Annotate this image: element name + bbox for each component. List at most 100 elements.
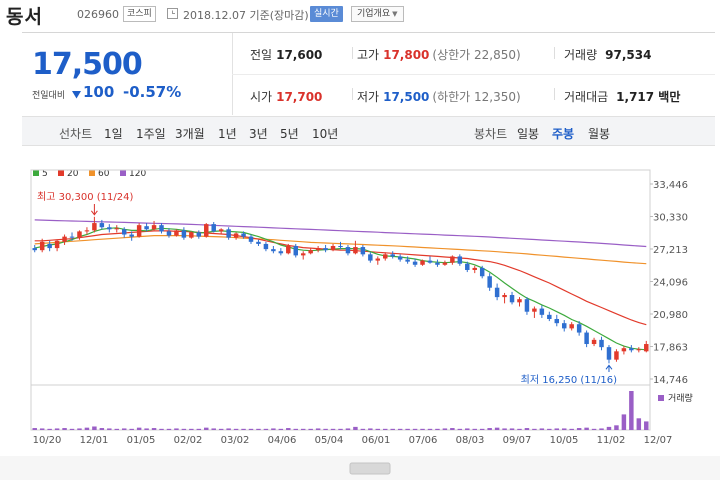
open-price: 시가 17,700 — [250, 88, 322, 105]
volume-bar — [47, 428, 52, 430]
candle-body — [263, 243, 269, 250]
candle-body — [472, 267, 477, 270]
volume: 거래량 97,534 — [564, 46, 651, 63]
plot-frame — [30, 169, 651, 431]
company-overview-label: 기업개요 — [357, 9, 391, 19]
candle-body — [494, 287, 500, 298]
volume-bar — [323, 428, 328, 430]
volume-bar — [554, 428, 560, 430]
volume-bar — [196, 428, 202, 430]
high-value: 17,800 — [383, 48, 430, 62]
period-1d[interactable]: 1일 — [104, 127, 123, 141]
candle-body — [54, 240, 60, 249]
candle-body — [390, 254, 395, 257]
volume-bar — [457, 428, 463, 430]
volume-bar — [39, 428, 45, 430]
volume-bar — [338, 428, 343, 430]
x-tick-label: 05/04 — [315, 435, 344, 446]
candle-monthly[interactable]: 월봉 — [588, 127, 611, 141]
candle-body — [47, 243, 52, 249]
volume-bar — [121, 428, 127, 430]
prev-close: 전일 17,600 — [250, 46, 322, 63]
candle-body — [196, 232, 202, 237]
volume-value: 97,534 — [605, 48, 652, 62]
volume-bar — [368, 428, 373, 430]
period-3m[interactable]: 3개월 — [175, 127, 205, 141]
candle-body — [99, 223, 105, 228]
volume-bar — [62, 428, 67, 430]
candle-body — [465, 263, 470, 270]
candle-body — [435, 262, 440, 265]
volume-bar — [494, 427, 500, 430]
candle-body — [450, 256, 455, 263]
legend-swatch — [89, 170, 95, 176]
candle-body — [427, 260, 433, 263]
volume-bar — [263, 428, 269, 430]
volume-bar — [524, 428, 530, 430]
volume-bar — [286, 428, 291, 430]
period-1y[interactable]: 1년 — [218, 127, 237, 141]
volume-bar — [472, 428, 477, 430]
period-3y[interactable]: 3년 — [249, 127, 268, 141]
period-5y[interactable]: 5년 — [280, 127, 299, 141]
volume-bar — [174, 428, 179, 430]
legend-swatch — [58, 170, 64, 176]
volume-legend-swatch — [658, 395, 664, 401]
candle-body — [368, 254, 373, 261]
low-value: 17,500 — [383, 90, 430, 104]
candle-body — [636, 349, 642, 351]
prev-close-label: 전일 — [250, 48, 273, 62]
period-10y[interactable]: 10년 — [312, 127, 339, 141]
volume-bar — [576, 428, 582, 430]
volume-bar — [420, 428, 425, 430]
candle-body — [487, 276, 492, 288]
x-tick-label: 03/02 — [221, 435, 250, 446]
volume-bar — [405, 428, 410, 430]
candle-body — [330, 246, 336, 251]
x-tick-label: 10/05 — [550, 435, 579, 446]
stock-header: 동서 026960 코스피 2018.12.07 기준(장마감) 실시간 기업개… — [0, 0, 720, 28]
candle-body — [360, 247, 366, 255]
candle-daily[interactable]: 일봉 — [517, 127, 540, 141]
volume-bar — [390, 428, 395, 430]
realtime-button[interactable]: 실시간 — [310, 6, 343, 22]
volume-bar — [383, 428, 388, 430]
volume-bar — [189, 428, 194, 430]
company-overview-button[interactable]: 기업개요 ▼ — [351, 6, 404, 22]
candle-body — [405, 259, 410, 262]
candle-body — [479, 267, 485, 277]
change-label: 전일대비 — [32, 91, 66, 101]
legend-label: 60 — [98, 169, 110, 179]
candle-body — [84, 230, 90, 232]
candle-body — [457, 256, 463, 264]
volume-bar — [345, 428, 351, 430]
candle-weekly[interactable]: 주봉 — [552, 127, 575, 141]
volume-bar — [561, 428, 567, 430]
volume-bar — [54, 428, 60, 430]
candle-body — [591, 339, 597, 345]
volume-bar — [84, 427, 90, 430]
change-percent: -0.57% — [123, 83, 182, 101]
candle-body — [338, 246, 343, 248]
volume-bar — [547, 428, 552, 430]
change-value: 100 — [83, 83, 115, 101]
candle-body — [375, 258, 381, 261]
volume-bar — [271, 428, 276, 430]
volume-bar — [218, 428, 224, 430]
candle-body — [189, 232, 194, 238]
chevron-down-icon: ▼ — [392, 10, 398, 18]
candle-body — [107, 227, 112, 230]
candle-body — [576, 324, 582, 333]
y-tick-label: 33,446 — [653, 180, 688, 191]
period-1w[interactable]: 1주일 — [136, 127, 166, 141]
candle-body — [397, 256, 403, 260]
x-tick-label: 12/07 — [644, 435, 673, 446]
high-annotation: 최고 30,300 (11/24) — [37, 191, 133, 203]
volume-bar — [107, 428, 112, 430]
volume-label: 거래량 — [564, 48, 598, 62]
x-tick-label: 08/03 — [456, 435, 485, 446]
candle-body — [286, 246, 291, 254]
high-arrow-icon — [90, 204, 98, 216]
candle-body — [114, 228, 120, 230]
high-price: 고가 17,800 (상한가 22,850) — [357, 46, 521, 63]
